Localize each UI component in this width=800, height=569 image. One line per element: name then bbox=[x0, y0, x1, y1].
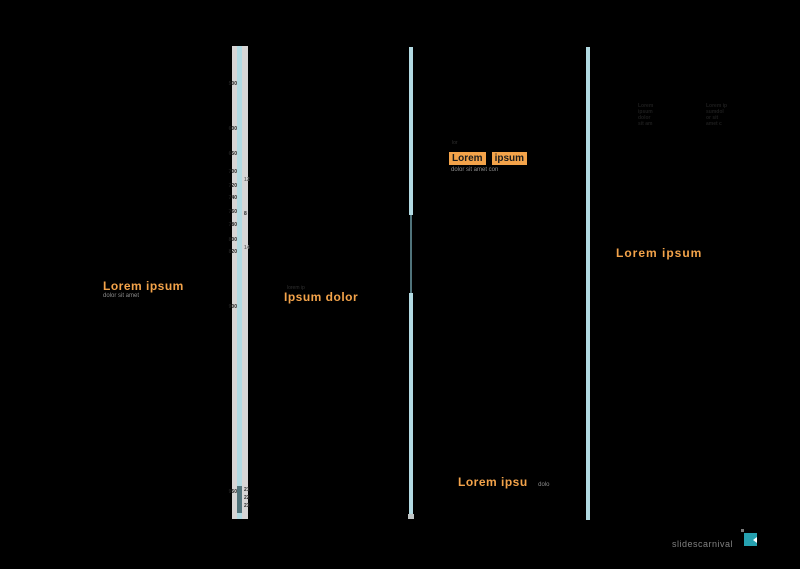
event-caption: lorem ip bbox=[287, 285, 305, 291]
tick-mark-right: 12 bbox=[244, 177, 250, 183]
event-item-2: lorem ip Ipsum dolor bbox=[284, 285, 359, 304]
event-item-1: Lorem ipsum dolor sit amet bbox=[103, 280, 184, 299]
event-title: Ipsum dolor bbox=[284, 290, 359, 304]
event-subtitle: dolo bbox=[538, 482, 550, 488]
tick-label: 950 bbox=[228, 489, 237, 495]
tick-mark-right: 23 bbox=[244, 503, 250, 509]
event-caption: lor bbox=[452, 140, 458, 146]
tick-label: 800 bbox=[228, 237, 237, 243]
timeline-axis-line bbox=[237, 46, 242, 519]
footer-brand: slidescarnival bbox=[672, 534, 733, 552]
legend-line: Lorem ip bbox=[706, 103, 728, 109]
tick-label: 650 bbox=[228, 151, 237, 157]
brand-dot bbox=[741, 529, 744, 532]
timeline-line-2-bottom bbox=[409, 293, 413, 514]
legend-line: amet c bbox=[706, 121, 722, 127]
event-subtitle: dolor sit amet bbox=[103, 293, 140, 299]
tick-label: 820 bbox=[228, 249, 237, 255]
event-title: Lorem ipsum bbox=[616, 246, 703, 260]
legend-line: sit am bbox=[638, 121, 653, 127]
legend-line: Lorem bbox=[638, 103, 654, 109]
event-item-3: lor Lorem ipsum dolor sit amet con bbox=[449, 141, 533, 173]
timeline-axis-line-dark-segment bbox=[237, 486, 242, 513]
timeline-line-2-top bbox=[409, 47, 413, 215]
tick-label: 700 bbox=[228, 169, 237, 175]
timeline-line-2-mid bbox=[410, 215, 412, 293]
tick-label: 500 bbox=[228, 81, 237, 87]
tick-label: 760 bbox=[228, 209, 237, 215]
tick-label: 900 bbox=[228, 304, 237, 310]
tick-label: 780 bbox=[228, 222, 237, 228]
legend-block-b: Lorem ip sumdol or sit amet c bbox=[706, 103, 727, 127]
tick-mark-right: 21 bbox=[244, 487, 250, 493]
event-item-5: Lorem ipsu dolo bbox=[458, 473, 549, 491]
event-subtitle: dolor sit amet con bbox=[451, 167, 499, 173]
timeline-line-2-cap bbox=[408, 514, 414, 519]
tick-mark-right: 22 bbox=[244, 495, 250, 501]
legend-block-a: Lorem ipsum dolor sit am bbox=[638, 103, 653, 127]
legend-line: or sit bbox=[706, 115, 719, 121]
tick-label: 740 bbox=[228, 195, 237, 201]
timeline-line-3 bbox=[586, 47, 590, 520]
event-item-4: Lorem ipsum bbox=[616, 247, 702, 259]
legend-line: dolor bbox=[638, 115, 651, 121]
event-title: Lorem ipsum bbox=[103, 279, 184, 293]
event-highlight-label: ipsum bbox=[491, 152, 528, 165]
tick-mark-right: 14 bbox=[244, 245, 250, 251]
brand-logo-icon bbox=[744, 533, 757, 546]
brand-wordmark: slidescarnival bbox=[672, 539, 734, 549]
legend-line: sumdol bbox=[706, 109, 724, 115]
event-highlight-label: Lorem bbox=[449, 152, 486, 165]
legend-line: ipsum bbox=[638, 109, 653, 115]
tick-label: 720 bbox=[228, 183, 237, 189]
tick-mark-right: 8 bbox=[244, 211, 247, 217]
brand-logo-notch bbox=[753, 537, 757, 543]
tick-label: 600 bbox=[228, 126, 237, 132]
event-title: Lorem ipsu bbox=[458, 475, 528, 489]
